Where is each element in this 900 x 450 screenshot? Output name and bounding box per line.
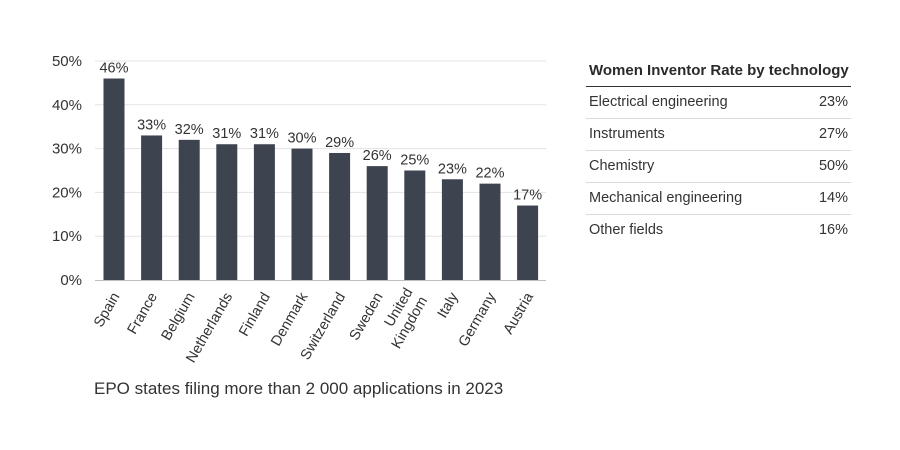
table-row-value: 50%	[818, 158, 848, 174]
data-label: 22%	[475, 166, 504, 182]
y-tick-label: 50%	[52, 53, 82, 70]
x-tick-label: UnitedKingdom	[374, 286, 431, 352]
table-row: Instruments 27%	[586, 119, 851, 151]
y-tick-label: 0%	[60, 272, 82, 289]
data-label: 31%	[250, 126, 279, 142]
bar-chart: 0% 10% 20% 30% 40% 50% 46% 33% 32% 31% 31% 30% 29% 26…	[52, 53, 546, 398]
y-tick-label: 10%	[52, 228, 82, 245]
table-row-label: Chemistry	[589, 158, 655, 174]
bar	[404, 170, 426, 280]
table-row: Other fields 16%	[586, 215, 851, 246]
bar	[253, 144, 275, 280]
bar	[329, 152, 351, 280]
y-tick-label: 40%	[52, 97, 82, 114]
data-label: 29%	[325, 135, 354, 151]
x-tick-label: Germany	[456, 289, 500, 349]
bar	[517, 205, 539, 280]
table-row: Electrical engineering 23%	[586, 87, 851, 119]
data-label: 32%	[175, 122, 204, 138]
data-label: 33%	[137, 117, 166, 133]
bar	[178, 139, 200, 280]
chart-caption: EPO states filing more than 2 000 applic…	[94, 379, 503, 398]
table-row-label: Other fields	[589, 222, 664, 238]
x-tick-label: Finland	[236, 290, 274, 339]
bar	[141, 135, 163, 280]
table-row-label: Electrical engineering	[589, 94, 728, 110]
table-row: Mechanical engineering 14%	[586, 183, 851, 215]
data-label: 26%	[363, 148, 392, 164]
x-tick-label: Austria	[501, 289, 538, 337]
x-tick-label: Spain	[91, 290, 123, 330]
data-label: 17%	[513, 188, 542, 204]
y-tick-label: 20%	[52, 184, 82, 201]
bar	[366, 166, 388, 280]
data-label: 31%	[212, 126, 241, 142]
x-tick-label: France	[125, 290, 161, 337]
bar	[216, 144, 238, 280]
data-label: 30%	[287, 131, 316, 147]
table-row-label: Mechanical engineering	[589, 190, 743, 206]
table-row: Chemistry 50%	[586, 151, 851, 183]
table-title: Women Inventor Rate by technology	[586, 56, 851, 87]
technology-table: Women Inventor Rate by technology Electr…	[586, 56, 851, 246]
bar	[291, 148, 313, 280]
table-row-value: 23%	[818, 94, 848, 110]
bar	[103, 78, 125, 281]
bar	[441, 179, 463, 280]
bar	[479, 183, 501, 280]
x-tick-label: Italy	[435, 289, 463, 321]
table-row-value: 16%	[818, 222, 848, 238]
data-label: 23%	[438, 161, 467, 177]
x-tick-label: Belgium	[159, 290, 199, 343]
data-label: 46%	[99, 61, 128, 77]
x-tick-label: Sweden	[347, 290, 387, 343]
table-row-value: 14%	[818, 190, 848, 206]
y-tick-label: 30%	[52, 141, 82, 158]
data-label: 25%	[400, 153, 429, 169]
table-row-label: Instruments	[589, 126, 665, 142]
table-row-value: 27%	[818, 126, 848, 142]
